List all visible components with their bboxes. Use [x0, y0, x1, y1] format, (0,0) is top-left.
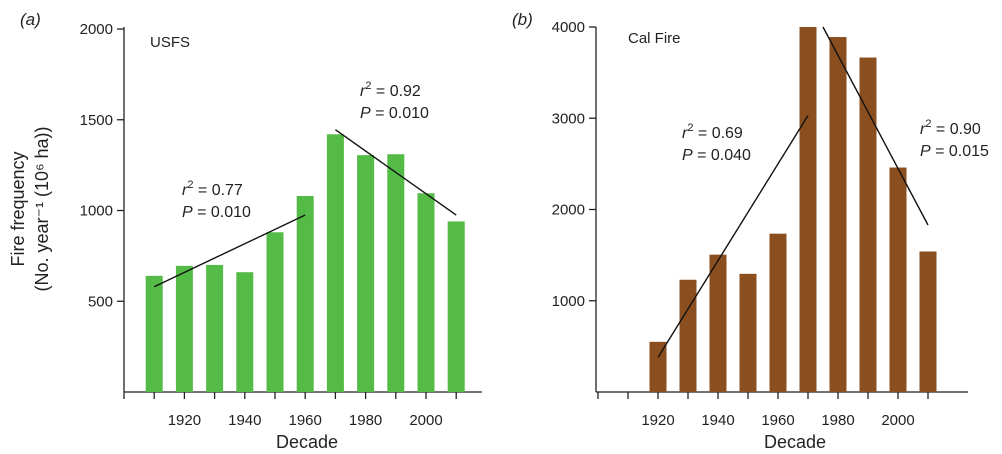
trend-line — [657, 115, 809, 358]
r2-symbol: r — [360, 83, 366, 100]
panel-label: (a) — [20, 10, 41, 29]
y-tick-label: 1500 — [80, 112, 113, 129]
r2-annotation: r2 = 0.69 — [682, 122, 743, 142]
r2-superscript: 2 — [925, 118, 931, 130]
y-tick-label: 1000 — [80, 203, 113, 220]
bar — [829, 37, 847, 392]
r2-annotation: r2 = 0.90 — [920, 118, 981, 138]
r2-value: = 0.77 — [193, 182, 242, 199]
y-tick-label: 2000 — [80, 21, 113, 38]
p-symbol: P — [360, 105, 371, 122]
bar — [236, 272, 254, 392]
p-annotation: P = 0.010 — [182, 204, 251, 221]
x-axis-label: Decade — [764, 432, 826, 452]
p-symbol: P — [682, 147, 693, 164]
r2-value: = 0.92 — [371, 83, 420, 100]
bar — [799, 27, 817, 392]
bar — [769, 233, 787, 392]
y-tick-label: 3000 — [552, 110, 585, 127]
y-axis-label-line1: Fire frequency — [8, 151, 28, 266]
p-value: = 0.040 — [693, 147, 751, 164]
y-tick-label: 4000 — [552, 19, 585, 36]
bar — [919, 251, 937, 392]
panel-label: (b) — [512, 10, 533, 29]
r2-annotation: r2 = 0.92 — [360, 80, 421, 100]
bar — [175, 265, 193, 392]
bar — [357, 155, 375, 392]
bar — [326, 134, 344, 392]
bar — [266, 232, 284, 392]
x-tick-label: 1920 — [168, 412, 201, 429]
p-value: = 0.010 — [193, 204, 251, 221]
bar — [145, 275, 163, 392]
x-tick-label: 1980 — [821, 412, 854, 429]
y-tick-label: 1000 — [552, 293, 585, 310]
bar — [649, 341, 667, 392]
bar — [296, 195, 314, 392]
bar — [387, 154, 405, 392]
r2-superscript: 2 — [187, 179, 193, 191]
p-symbol: P — [920, 143, 931, 160]
r2-symbol: r — [182, 182, 188, 199]
y-axis-label: Fire frequency (No. year⁻¹ (10⁶ ha)) — [8, 127, 52, 292]
chart-panel-b: (b) Cal Fire Decade 1000 2000 3000 4000 1920… — [512, 10, 989, 452]
r2-superscript: 2 — [687, 122, 693, 134]
x-tick-label: 2000 — [409, 412, 442, 429]
series-tag: Cal Fire — [628, 30, 681, 47]
r2-superscript: 2 — [365, 80, 371, 92]
p-symbol: P — [182, 204, 193, 221]
bar — [447, 221, 465, 392]
x-tick-label: 1960 — [289, 412, 322, 429]
r2-symbol: r — [920, 121, 926, 138]
p-annotation: P = 0.040 — [682, 147, 751, 164]
x-tick-label: 1920 — [641, 412, 674, 429]
trend-line — [822, 26, 929, 226]
r2-value: = 0.90 — [931, 121, 980, 138]
bar — [889, 167, 907, 392]
series-tag: USFS — [150, 34, 190, 51]
x-axis-label: Decade — [276, 432, 338, 452]
bar — [206, 264, 224, 392]
x-tick-label: 1960 — [761, 412, 794, 429]
p-annotation: P = 0.010 — [360, 105, 429, 122]
bar — [709, 254, 727, 392]
y-tick-label: 2000 — [552, 202, 585, 219]
x-tick-label: 1980 — [349, 412, 382, 429]
x-tick-label: 2000 — [881, 412, 914, 429]
r2-value: = 0.69 — [693, 125, 742, 142]
trend-line — [334, 129, 457, 216]
bar — [417, 193, 435, 392]
p-value: = 0.010 — [371, 105, 429, 122]
bar — [679, 279, 697, 392]
bar — [859, 57, 877, 392]
p-value: = 0.015 — [931, 143, 989, 160]
y-axis-label-line2: (No. year⁻¹ (10⁶ ha)) — [32, 127, 52, 292]
r2-annotation: r2 = 0.77 — [182, 179, 243, 199]
trend-line — [153, 214, 306, 288]
x-tick-label: 1940 — [228, 412, 261, 429]
y-tick-label: 500 — [88, 293, 113, 310]
bar — [739, 273, 757, 392]
r2-symbol: r — [682, 125, 688, 142]
x-tick-label: 1940 — [701, 412, 734, 429]
p-annotation: P = 0.015 — [920, 143, 989, 160]
chart-panel-a: (a) USFS Decade 500 1000 1500 2000 1920 1940 1… — [20, 10, 482, 452]
